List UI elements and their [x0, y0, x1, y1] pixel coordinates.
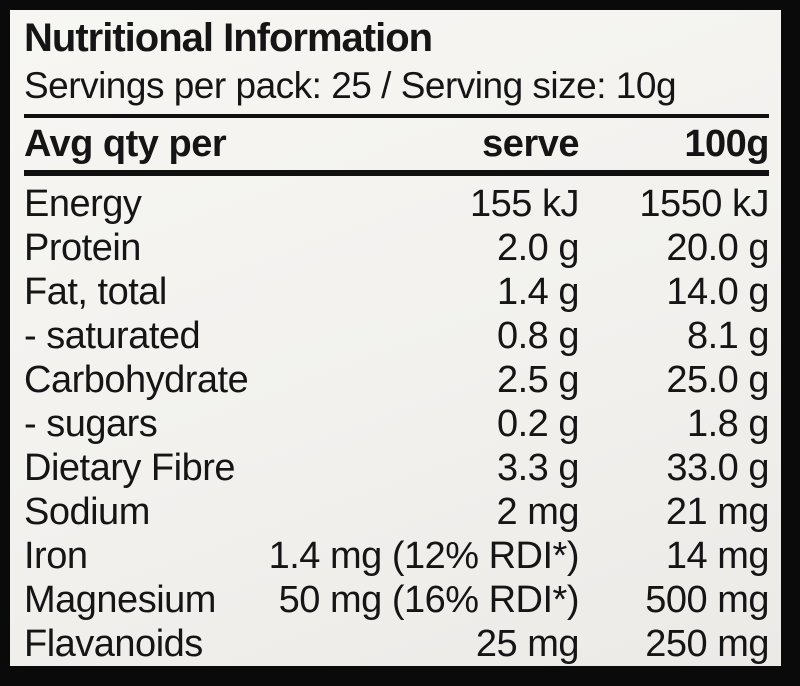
- nutrient-name: Sodium: [24, 491, 150, 533]
- header-top-rule: [24, 114, 769, 118]
- nutrient-row-energy: Energy 155 kJ 1550 kJ: [24, 182, 770, 226]
- per-100g-value: 1550 kJ: [639, 183, 769, 225]
- header-bottom-rule: [24, 170, 769, 176]
- per-100g-value: 21 mg: [665, 491, 770, 533]
- serve-value: 0.8 g: [496, 315, 580, 357]
- serve-value: 0.2 g: [496, 403, 580, 445]
- nutrient-row-dietary-fibre: Dietary Fibre 3.3 g 33.0 g: [24, 446, 770, 490]
- nutrient-name: Magnesium: [24, 579, 216, 621]
- serve-value: 155 kJ: [470, 183, 579, 225]
- servings-info: Servings per pack: 25 / Serving size: 10…: [24, 65, 677, 106]
- header-avg-qty-per: Avg qty per: [24, 123, 227, 165]
- nutrient-name: Protein: [24, 227, 141, 269]
- serve-value: 3.3 g: [496, 447, 580, 489]
- nutrition-label: Nutritional Information Servings per pac…: [10, 10, 781, 666]
- serve-value: 2.0 g: [496, 227, 580, 269]
- nutrient-row-flavanoids: Flavanoids 25 mg 250 mg: [24, 622, 770, 666]
- nutrient-name: Dietary Fibre: [24, 447, 236, 489]
- nutrient-table: Energy 155 kJ 1550 kJ Protein 2.0 g 20.0…: [24, 182, 770, 666]
- serve-value: 1.4 mg (12% RDI*): [268, 535, 580, 577]
- per-100g-value: 1.8 g: [686, 403, 770, 445]
- per-100g-value: 20.0 g: [666, 227, 769, 269]
- nutrient-name: Carbohydrate: [24, 359, 249, 401]
- nutrient-row-carbohydrate: Carbohydrate 2.5 g 25.0 g: [24, 358, 770, 402]
- serve-value: 1.4 g: [496, 271, 580, 313]
- header-100g: 100g: [684, 123, 769, 165]
- per-100g-value: 33.0 g: [666, 447, 769, 489]
- per-100g-value: 500 mg: [645, 579, 769, 621]
- nutrient-row-saturated: - saturated 0.8 g 8.1 g: [24, 314, 770, 358]
- serve-value: 2.5 g: [496, 359, 580, 401]
- serve-value: 2 mg: [496, 491, 580, 533]
- nutrient-row-protein: Protein 2.0 g 20.0 g: [24, 226, 770, 270]
- nutrient-row-iron: Iron 1.4 mg (12% RDI*) 14 mg: [24, 534, 770, 578]
- per-100g-value: 8.1 g: [686, 315, 770, 357]
- serve-value: 25 mg: [475, 623, 580, 665]
- nutrient-name: Fat, total: [24, 271, 167, 313]
- per-100g-value: 14.0 g: [666, 271, 769, 313]
- per-100g-value: 25.0 g: [666, 359, 769, 401]
- nutrient-row-sodium: Sodium 2 mg 21 mg: [24, 490, 770, 534]
- header-serve: serve: [482, 123, 579, 165]
- nutrient-row-sugars: - sugars 0.2 g 1.8 g: [24, 402, 770, 446]
- table-header: Avg qty per serve 100g: [24, 118, 770, 170]
- serve-value: 50 mg (16% RDI*): [278, 579, 580, 621]
- label-title: Nutritional Information: [24, 16, 433, 60]
- per-100g-value: 250 mg: [645, 623, 769, 665]
- nutrient-name: - saturated: [24, 315, 201, 357]
- nutrient-name: Flavanoids: [24, 623, 203, 665]
- nutrient-name: - sugars: [24, 403, 158, 445]
- nutrient-row-magnesium: Magnesium 50 mg (16% RDI*) 500 mg: [24, 578, 770, 622]
- per-100g-value: 14 mg: [665, 535, 770, 577]
- nutrient-name: Iron: [24, 535, 88, 577]
- nutrient-row-fat-total: Fat, total 1.4 g 14.0 g: [24, 270, 770, 314]
- nutrient-name: Energy: [24, 183, 142, 225]
